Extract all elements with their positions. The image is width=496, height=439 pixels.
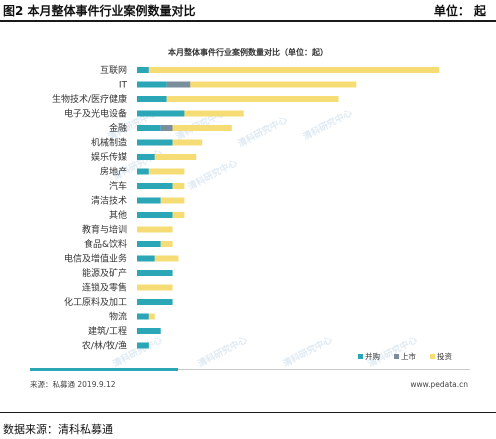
bar-segment (154, 255, 179, 262)
bar-segment (137, 168, 149, 175)
bar-segment (148, 67, 440, 73)
bar-segment (184, 110, 244, 117)
watermark-text: 清科研究中心 (186, 157, 239, 193)
bar-segment (148, 168, 185, 175)
bar-segment (137, 212, 173, 218)
figure-header: 图2 本月整体事件行业案例数量对比 单位： 起 (0, 0, 496, 22)
header-rule (0, 20, 496, 22)
bar-segment (160, 241, 173, 247)
chart: 本月整体事件行业案例数量对比（单位：起） 清科研究中心 清科研究中心 清科研究中心清… (30, 47, 470, 389)
category-label: 房地产 (100, 166, 127, 178)
bar-segment (137, 270, 173, 276)
category-label: 能源及矿产 (82, 267, 127, 279)
figure-title: 图2 本月整体事件行业案例数量对比 (3, 4, 196, 18)
bar-segment (137, 96, 167, 102)
category-label: 汽车 (109, 180, 127, 192)
watermark-text: 清科研究中心 (281, 334, 334, 370)
legend-swatch (358, 354, 363, 359)
bar-segment (137, 154, 155, 160)
legend-label: 并购 (365, 351, 380, 361)
bottom-accent-bar (30, 368, 178, 371)
bar-segment (137, 255, 155, 262)
category-label: 教育与培训 (82, 224, 127, 236)
category-label: 娱乐传媒 (91, 151, 127, 163)
bar-segment (137, 139, 173, 146)
legend-label: 投资 (437, 351, 452, 361)
bar-segment (137, 313, 149, 320)
watermark-text: 清科研究中心 (196, 334, 249, 370)
category-label: 电子及光电设备 (64, 108, 127, 120)
category-label: 食品&饮料 (84, 238, 127, 250)
bar-segment (137, 284, 173, 291)
category-label: 化工原料及加工 (64, 296, 127, 308)
bar-segment (137, 183, 173, 189)
category-label: 生物技术/医疗健康 (52, 93, 127, 105)
bar-segment (137, 226, 173, 233)
watermark-text: 清科研究中心 (111, 334, 164, 370)
bar-segment (137, 67, 149, 73)
bar-segment (137, 342, 149, 349)
category-label: 互联网 (100, 65, 127, 76)
bar-segment (137, 125, 161, 131)
category-label: 连锁及零售 (82, 282, 127, 294)
bar-segment (148, 313, 155, 320)
category-label: 建筑/工程 (88, 325, 127, 337)
bar-segment (137, 110, 185, 117)
legend-swatch (394, 354, 399, 359)
bar-segment (190, 81, 357, 88)
bars (137, 67, 440, 349)
bar-segment (137, 197, 161, 204)
bar-segment (137, 299, 173, 305)
legend-swatch (430, 354, 435, 359)
category-label: 金融 (109, 122, 127, 134)
unit-label: 单位： 起 (433, 4, 486, 18)
bar-segment (166, 81, 191, 88)
bar-segment (137, 241, 161, 247)
chart-title: 本月整体事件行业案例数量对比（单位：起） (167, 47, 328, 57)
category-label: 机械制造 (91, 137, 127, 149)
category-label: 物流 (109, 311, 127, 323)
bar-segment (172, 125, 232, 131)
category-label: 农/林/牧/渔 (82, 340, 127, 352)
bottom-accent-line (178, 369, 470, 370)
footer-rule (0, 412, 496, 413)
bar-segment (160, 125, 173, 131)
category-label: IT (119, 81, 128, 91)
chart-website: www.pedata.cn (410, 380, 468, 389)
category-label: 其他 (109, 209, 127, 221)
category-label: 电信及增值业务 (64, 253, 127, 265)
bar-segment (154, 154, 197, 160)
chart-source-note: 来源：私募通 2019.9.12 (30, 379, 116, 389)
legend-label: 上市 (401, 351, 416, 361)
bar-segment (166, 96, 339, 102)
legend: 并购 上市 投资 (358, 351, 452, 361)
bar-segment (137, 328, 161, 334)
watermark-text: 清科研究中心 (236, 114, 289, 150)
watermark-text: 清科研究中心 (301, 107, 354, 143)
category-labels: 互联网 IT 生物技术/医疗健康电子及光电设备金融机械制造娱乐传媒房地产汽车清洁技术… (52, 65, 128, 352)
bar-segment (137, 81, 167, 88)
bar-segment (172, 139, 203, 146)
bar-segment (160, 197, 185, 204)
data-source: 数据来源：清科私募通 (3, 423, 113, 436)
bar-segment (172, 183, 185, 189)
category-label: 清洁技术 (91, 195, 127, 207)
bar-segment (172, 212, 185, 218)
